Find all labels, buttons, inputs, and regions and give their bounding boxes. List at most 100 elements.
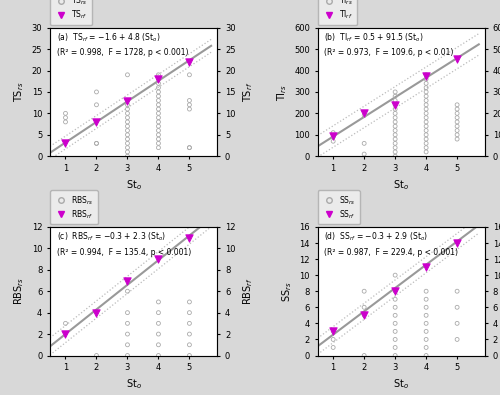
Point (391, 93, 399, 100)
Point (391, 136, 399, 142)
Text: (R² = 0.994,  F = 135.4, p < 0.001): (R² = 0.994, F = 135.4, p < 0.001) (56, 248, 191, 256)
Point (124, 119, 132, 125)
Point (186, 145, 194, 151)
Point (422, 140, 430, 147)
Point (360, 110, 368, 117)
Point (422, 312, 430, 318)
Point (124, 71, 132, 78)
Point (154, 320, 162, 327)
Point (124, 342, 132, 348)
Text: (c)  RBS$_{rf}$ = −0.3 + 2.3 (St$_o$): (c) RBS$_{rf}$ = −0.3 + 2.3 (St$_o$) (56, 231, 166, 243)
Point (391, 328, 399, 335)
Point (124, 331, 132, 337)
Point (391, 140, 399, 147)
Point (391, 149, 399, 155)
Point (154, 110, 162, 117)
Point (453, 123, 461, 130)
Y-axis label: TS$_{rs}$: TS$_{rs}$ (12, 82, 26, 102)
Point (92, 89, 100, 95)
Point (391, 272, 399, 278)
Y-axis label: TS$_{rf}$: TS$_{rf}$ (241, 82, 255, 102)
Point (391, 296, 399, 303)
Point (422, 288, 430, 294)
Point (453, 336, 461, 342)
Point (329, 133, 337, 139)
Point (124, 320, 132, 327)
Point (453, 110, 461, 117)
Point (391, 97, 399, 103)
Text: (b)  TI$_{rf}$ = 0.5 + 91.5 (St$_o$): (b) TI$_{rf}$ = 0.5 + 91.5 (St$_o$) (324, 32, 424, 44)
Point (92, 102, 100, 108)
Point (154, 76, 162, 82)
X-axis label: St$_o$: St$_o$ (126, 378, 142, 391)
Point (422, 352, 430, 359)
Point (154, 310, 162, 316)
Point (186, 299, 194, 305)
Point (360, 312, 368, 318)
Point (391, 102, 399, 108)
Point (453, 106, 461, 112)
Point (186, 102, 194, 108)
Point (124, 132, 132, 138)
Point (391, 288, 399, 294)
Point (453, 304, 461, 310)
Legend: SS$_{rs}$, SS$_{rf}$: SS$_{rs}$, SS$_{rf}$ (318, 190, 360, 224)
Point (62, 119, 70, 125)
Point (124, 110, 132, 117)
Point (453, 119, 461, 125)
Point (154, 119, 162, 125)
Point (391, 89, 399, 95)
Text: (R² = 0.973,  F = 109.6, p < 0.01): (R² = 0.973, F = 109.6, p < 0.01) (324, 48, 454, 57)
Y-axis label: TI$_{rs}$: TI$_{rs}$ (275, 83, 288, 100)
Point (422, 89, 430, 95)
Point (154, 93, 162, 100)
Point (329, 134, 337, 140)
Point (360, 312, 368, 318)
Point (391, 344, 399, 351)
Point (391, 336, 399, 342)
Point (453, 127, 461, 134)
Point (391, 110, 399, 117)
Point (92, 119, 100, 125)
Point (154, 140, 162, 147)
Point (422, 97, 430, 103)
Point (124, 115, 132, 121)
X-axis label: St$_o$: St$_o$ (394, 179, 409, 192)
Point (124, 106, 132, 112)
Point (124, 352, 132, 359)
Point (186, 331, 194, 337)
Point (124, 123, 132, 130)
Point (154, 76, 162, 82)
Point (154, 85, 162, 91)
Point (154, 80, 162, 87)
Point (62, 140, 70, 147)
Point (360, 304, 368, 310)
Point (453, 132, 461, 138)
Point (186, 71, 194, 78)
Point (453, 320, 461, 327)
Point (422, 80, 430, 87)
Text: (a)  TS$_{rf}$ = −1.6 + 4.8 (St$_o$): (a) TS$_{rf}$ = −1.6 + 4.8 (St$_o$) (56, 32, 160, 44)
Point (186, 352, 194, 359)
Point (92, 140, 100, 147)
Point (422, 93, 430, 100)
Point (154, 299, 162, 305)
Point (422, 123, 430, 130)
Point (329, 138, 337, 145)
Point (391, 352, 399, 359)
Point (154, 342, 162, 348)
Point (186, 106, 194, 112)
Point (453, 56, 461, 62)
Point (329, 328, 337, 335)
Point (422, 336, 430, 342)
Point (360, 140, 368, 147)
Point (124, 145, 132, 151)
Point (391, 312, 399, 318)
Point (124, 136, 132, 142)
Point (391, 127, 399, 134)
Point (154, 123, 162, 130)
Point (422, 115, 430, 121)
X-axis label: St$_o$: St$_o$ (394, 378, 409, 391)
Point (391, 145, 399, 151)
Point (422, 296, 430, 303)
